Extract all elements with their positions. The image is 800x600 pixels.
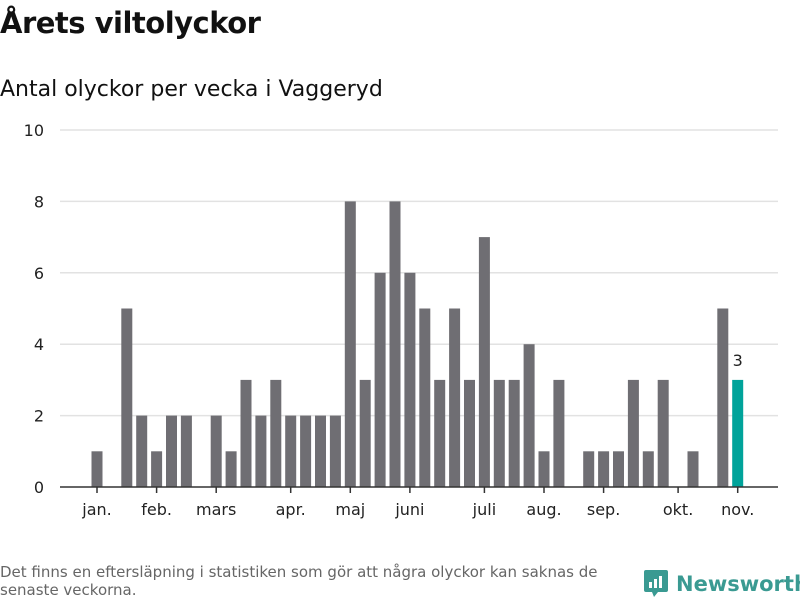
bar [478,237,490,487]
x-tick-label: feb. [141,500,172,519]
bar [121,308,133,487]
bar [210,415,222,487]
bar [627,379,639,487]
bar [732,379,744,487]
bar [493,379,505,487]
bar [344,201,356,487]
chart-subtitle: Antal olyckor per vecka i Vaggeryd [0,77,383,102]
bar [136,415,148,487]
y-tick-label: 0 [34,478,44,497]
chart-title: Årets viltolyckor [0,6,261,40]
bar-chart: 0 2 4 6 8 10 jan. feb. mars apr. maj juni juli aug. se… [24,121,778,519]
bar [225,451,237,487]
x-tick-label: jan. [81,500,111,519]
bar [583,451,595,487]
bar [151,451,163,487]
y-tick-label: 8 [34,192,44,211]
bar [329,415,341,487]
y-tick-label: 4 [34,335,44,354]
bar [523,344,535,487]
x-tick-label: aug. [526,500,561,519]
y-tick-label: 6 [34,264,44,283]
bar [687,451,699,487]
bar [449,308,461,487]
x-tick-label: nov. [721,500,754,519]
bar [270,379,282,487]
bar [419,308,431,487]
bar [642,451,654,487]
bar [404,272,416,487]
bar [240,379,252,487]
bar [374,272,386,487]
brand-name: Newsworthy [676,572,800,596]
bar [717,308,729,487]
bar [91,451,103,487]
bar [538,451,550,487]
x-tick-label: apr. [276,500,306,519]
bar [598,451,610,487]
bar [657,379,669,487]
bar [285,415,297,487]
brand-logo: Newsworthy [644,570,800,598]
x-tick-label: okt. [663,500,693,519]
data-label: 3 [733,351,743,370]
newsworthy-logo-icon [644,570,668,597]
x-tick-label: maj [335,500,365,519]
y-tick-label: 10 [24,121,44,140]
bar [180,415,192,487]
footnote: Det finns en eftersläpning i statistiken… [0,563,598,599]
x-tick-label: juli [472,500,496,519]
bar [255,415,267,487]
bar [300,415,312,487]
y-tick-label: 2 [34,407,44,426]
x-tick-label: sep. [587,500,620,519]
bar [389,201,401,487]
bar [434,379,446,487]
x-tick-label: mars [196,500,236,519]
bar [464,379,475,487]
x-tick-label: juni [394,500,424,519]
bar [553,379,565,487]
bar [166,415,177,487]
bar [508,379,520,487]
bar [613,451,624,487]
bar [315,415,326,487]
bar [359,379,371,487]
